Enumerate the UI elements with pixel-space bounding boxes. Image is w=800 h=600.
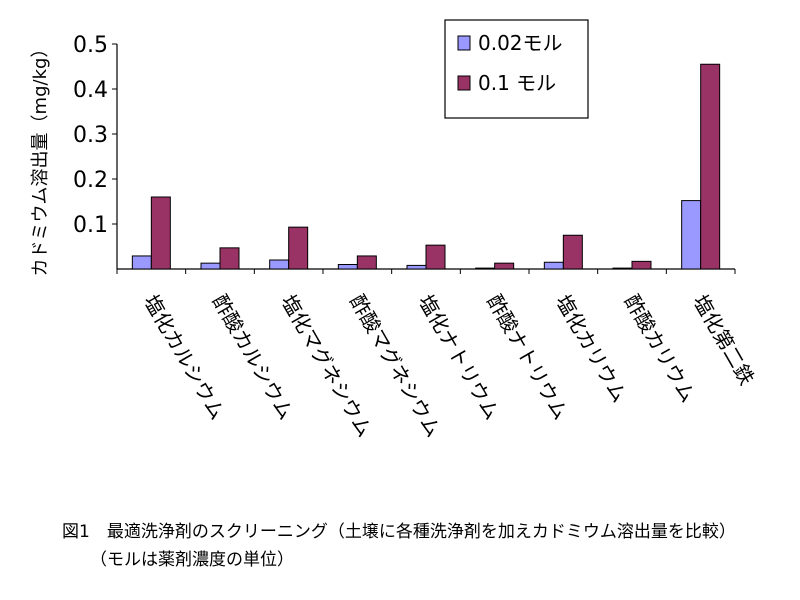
bar-series1 bbox=[406, 264, 427, 270]
bar-series2 bbox=[425, 244, 446, 270]
legend-swatch bbox=[457, 35, 471, 51]
bar-series2 bbox=[288, 226, 309, 270]
x-category-label: 塩化カリウム bbox=[551, 291, 632, 407]
chart-bars bbox=[131, 63, 721, 270]
bar-series2 bbox=[150, 196, 171, 270]
y-axis-label: カドミウム溶出量（mg/kg） bbox=[30, 40, 51, 277]
bar-series1 bbox=[200, 262, 221, 270]
y-tick-label: 0.1 bbox=[73, 213, 108, 238]
bar-series1 bbox=[131, 255, 152, 270]
chart-legend: 0.02モル 0.1 モル bbox=[444, 19, 589, 119]
bar-series2 bbox=[700, 63, 721, 270]
bar-series2 bbox=[494, 262, 515, 270]
bar-series2 bbox=[219, 247, 240, 270]
chart-axes bbox=[112, 43, 736, 274]
figure-caption-line1: 図1 最適洗浄剤のスクリーニング（土壌に各種洗浄剤を加えカドミウム溶出量を比較） bbox=[62, 522, 736, 542]
bar-series2 bbox=[562, 234, 583, 270]
bar-series1 bbox=[681, 200, 702, 270]
bar-series1 bbox=[475, 267, 496, 270]
bar-series1 bbox=[337, 264, 358, 270]
y-tick-labels: 0.5 0.4 0.3 0.2 0.1 bbox=[73, 33, 108, 238]
y-tick-label: 0.5 bbox=[73, 33, 108, 58]
legend-label: 0.02モル bbox=[478, 31, 563, 55]
y-tick-label: 0.2 bbox=[73, 168, 108, 193]
bar-series2 bbox=[631, 260, 652, 270]
legend-box bbox=[444, 19, 589, 119]
y-tick-label: 0.4 bbox=[73, 78, 108, 103]
x-category-label: 酢酸カリウム bbox=[620, 291, 701, 407]
legend-label: 0.1 モル bbox=[478, 71, 556, 95]
bar-series1 bbox=[612, 267, 633, 270]
bar-series1 bbox=[269, 259, 290, 270]
bar-series1 bbox=[543, 261, 564, 270]
bar-series2 bbox=[356, 255, 377, 270]
y-tick-label: 0.3 bbox=[73, 123, 108, 148]
x-category-labels: 塩化カルシウム酢酸カルシウム塩化マグネシウム酢酸マグネシウム塩化ナトリウム酢酸ナ… bbox=[139, 291, 759, 442]
legend-swatch bbox=[457, 75, 471, 91]
x-category-label: 塩化第二鉄 bbox=[688, 291, 759, 390]
figure-caption-line2: （モルは薬剤濃度の単位） bbox=[90, 550, 294, 570]
bar-chart: 0.5 0.4 0.3 0.2 0.1 塩化カルシウム酢酸カルシウム塩化マグネシウム酢酸… bbox=[30, 19, 759, 442]
